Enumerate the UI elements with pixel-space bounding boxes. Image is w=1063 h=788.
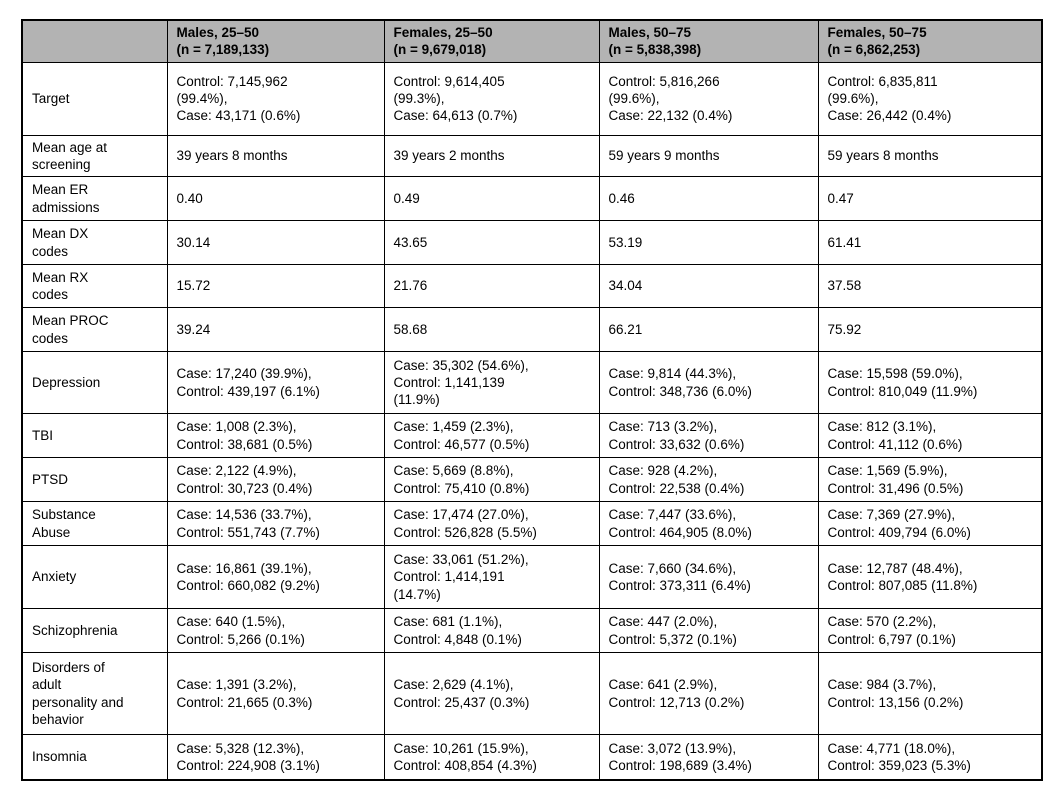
- row-label-schizophrenia: Schizophrenia: [21, 608, 168, 654]
- table-cell: 66.21: [598, 307, 819, 353]
- table-cell: Case: 1,459 (2.3%), Control: 46,577 (0.5…: [383, 413, 600, 459]
- table-cell: Case: 10,261 (15.9%), Control: 408,854 (…: [383, 734, 600, 781]
- row-label-mean-rx: Mean RX codes: [21, 264, 168, 309]
- table-cell: 59 years 9 months: [598, 134, 819, 178]
- table-row-mean-rx: Mean RX codes 15.72 21.76 34.04 37.58: [21, 264, 1043, 309]
- table-row-target: Target Control: 7,145,962 (99.4%), Case:…: [21, 61, 1043, 136]
- table-row-mean-er: Mean ER admissions 0.40 0.49 0.46 0.47: [21, 176, 1043, 222]
- header-cell-empty: [21, 19, 168, 63]
- table-cell: 30.14: [166, 220, 385, 266]
- row-label-insomnia: Insomnia: [21, 734, 168, 781]
- table-cell: Case: 1,569 (5.9%), Control: 31,496 (0.5…: [817, 457, 1043, 503]
- row-label-anxiety: Anxiety: [21, 545, 168, 610]
- row-label-mean-er: Mean ER admissions: [21, 176, 168, 222]
- table-cell: Case: 16,861 (39.1%), Control: 660,082 (…: [166, 545, 385, 610]
- table-cell: 0.47: [817, 176, 1043, 222]
- row-label-depression: Depression: [21, 351, 168, 415]
- table-cell: 75.92: [817, 307, 1043, 353]
- table-cell: Control: 6,835,811 (99.6%), Case: 26,442…: [817, 61, 1043, 136]
- table-row-mean-proc: Mean PROC codes 39.24 58.68 66.21 75.92: [21, 307, 1043, 353]
- table-cell: 0.49: [383, 176, 600, 222]
- table-cell: Case: 35,302 (54.6%), Control: 1,141,139…: [383, 351, 600, 415]
- table-cell: 37.58: [817, 264, 1043, 309]
- header-cell-females-50-75: Females, 50–75 (n = 6,862,253): [817, 19, 1043, 63]
- table-cell: Case: 33,061 (51.2%), Control: 1,414,191…: [383, 545, 600, 610]
- table-cell: Control: 5,816,266 (99.6%), Case: 22,132…: [598, 61, 819, 136]
- table-cell: 0.40: [166, 176, 385, 222]
- row-label-mean-proc: Mean PROC codes: [21, 307, 168, 353]
- table-cell: Case: 4,771 (18.0%), Control: 359,023 (5…: [817, 734, 1043, 781]
- table-row-anxiety: Anxiety Case: 16,861 (39.1%), Control: 6…: [21, 545, 1043, 610]
- table-row-tbi: TBI Case: 1,008 (2.3%), Control: 38,681 …: [21, 413, 1043, 459]
- table-cell: 58.68: [383, 307, 600, 353]
- table-cell: Case: 928 (4.2%), Control: 22,538 (0.4%): [598, 457, 819, 503]
- table-cell: 39 years 8 months: [166, 134, 385, 178]
- table-cell: Case: 15,598 (59.0%), Control: 810,049 (…: [817, 351, 1043, 415]
- row-label-mean-dx: Mean DX codes: [21, 220, 168, 266]
- table-cell: 15.72: [166, 264, 385, 309]
- table-cell: 53.19: [598, 220, 819, 266]
- table-row-mean-age: Mean age at screening 39 years 8 months …: [21, 134, 1043, 178]
- table-cell: Case: 681 (1.1%), Control: 4,848 (0.1%): [383, 608, 600, 654]
- row-label-ptsd: PTSD: [21, 457, 168, 503]
- table-cell: Case: 447 (2.0%), Control: 5,372 (0.1%): [598, 608, 819, 654]
- table-cell: 0.46: [598, 176, 819, 222]
- table-cell: Case: 17,474 (27.0%), Control: 526,828 (…: [383, 501, 600, 547]
- table-cell: Control: 7,145,962 (99.4%), Case: 43,171…: [166, 61, 385, 136]
- table-row-insomnia: Insomnia Case: 5,328 (12.3%), Control: 2…: [21, 734, 1043, 781]
- header-row: Males, 25–50 (n = 7,189,133) Females, 25…: [21, 19, 1043, 63]
- table-cell: Case: 7,660 (34.6%), Control: 373,311 (6…: [598, 545, 819, 610]
- table-cell: 21.76: [383, 264, 600, 309]
- table-cell: Case: 2,629 (4.1%), Control: 25,437 (0.3…: [383, 652, 600, 736]
- table-row-personality-disorders: Disorders of adult personality and behav…: [21, 652, 1043, 736]
- header-cell-males-50-75: Males, 50–75 (n = 5,838,398): [598, 19, 819, 63]
- table-cell: Case: 641 (2.9%), Control: 12,713 (0.2%): [598, 652, 819, 736]
- table-cell: Case: 7,369 (27.9%), Control: 409,794 (6…: [817, 501, 1043, 547]
- row-label-target: Target: [21, 61, 168, 136]
- table-cell: 34.04: [598, 264, 819, 309]
- cohort-summary-table: Males, 25–50 (n = 7,189,133) Females, 25…: [21, 19, 1043, 781]
- row-label-tbi: TBI: [21, 413, 168, 459]
- row-label-substance-abuse: Substance Abuse: [21, 501, 168, 547]
- table-row-depression: Depression Case: 17,240 (39.9%), Control…: [21, 351, 1043, 415]
- table-cell: Case: 640 (1.5%), Control: 5,266 (0.1%): [166, 608, 385, 654]
- table-cell: Case: 713 (3.2%), Control: 33,632 (0.6%): [598, 413, 819, 459]
- header-cell-males-25-50: Males, 25–50 (n = 7,189,133): [166, 19, 385, 63]
- table-cell: Case: 2,122 (4.9%), Control: 30,723 (0.4…: [166, 457, 385, 503]
- table-cell: Case: 7,447 (33.6%), Control: 464,905 (8…: [598, 501, 819, 547]
- table-cell: Case: 14,536 (33.7%), Control: 551,743 (…: [166, 501, 385, 547]
- table-cell: Case: 984 (3.7%), Control: 13,156 (0.2%): [817, 652, 1043, 736]
- table-cell: Case: 570 (2.2%), Control: 6,797 (0.1%): [817, 608, 1043, 654]
- table-cell: Case: 812 (3.1%), Control: 41,112 (0.6%): [817, 413, 1043, 459]
- row-label-personality-disorders: Disorders of adult personality and behav…: [21, 652, 168, 736]
- table-cell: Case: 1,008 (2.3%), Control: 38,681 (0.5…: [166, 413, 385, 459]
- table-row-mean-dx: Mean DX codes 30.14 43.65 53.19 61.41: [21, 220, 1043, 266]
- table-cell: Case: 17,240 (39.9%), Control: 439,197 (…: [166, 351, 385, 415]
- table-cell: 39.24: [166, 307, 385, 353]
- table-cell: 39 years 2 months: [383, 134, 600, 178]
- header-cell-females-25-50: Females, 25–50 (n = 9,679,018): [383, 19, 600, 63]
- table-cell: Case: 12,787 (48.4%), Control: 807,085 (…: [817, 545, 1043, 610]
- table-cell: Case: 5,669 (8.8%), Control: 75,410 (0.8…: [383, 457, 600, 503]
- table-cell: Case: 3,072 (13.9%), Control: 198,689 (3…: [598, 734, 819, 781]
- table-cell: 61.41: [817, 220, 1043, 266]
- table-row-ptsd: PTSD Case: 2,122 (4.9%), Control: 30,723…: [21, 457, 1043, 503]
- table-cell: Case: 5,328 (12.3%), Control: 224,908 (3…: [166, 734, 385, 781]
- table-row-schizophrenia: Schizophrenia Case: 640 (1.5%), Control:…: [21, 608, 1043, 654]
- table-cell: 43.65: [383, 220, 600, 266]
- table-cell: Case: 9,814 (44.3%), Control: 348,736 (6…: [598, 351, 819, 415]
- table-cell: 59 years 8 months: [817, 134, 1043, 178]
- row-label-mean-age: Mean age at screening: [21, 134, 168, 178]
- table-row-substance-abuse: Substance Abuse Case: 14,536 (33.7%), Co…: [21, 501, 1043, 547]
- table-cell: Case: 1,391 (3.2%), Control: 21,665 (0.3…: [166, 652, 385, 736]
- table-cell: Control: 9,614,405 (99.3%), Case: 64,613…: [383, 61, 600, 136]
